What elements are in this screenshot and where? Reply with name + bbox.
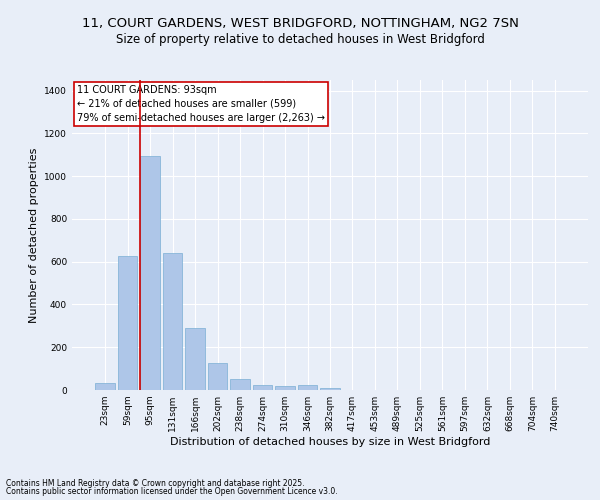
Text: 11 COURT GARDENS: 93sqm
← 21% of detached houses are smaller (599)
79% of semi-d: 11 COURT GARDENS: 93sqm ← 21% of detache… (77, 84, 325, 122)
Bar (118, 256, 137, 390)
Y-axis label: Number of detached properties: Number of detached properties (29, 148, 38, 322)
Text: 11, COURT GARDENS, WEST BRIDGFORD, NOTTINGHAM, NG2 7SN: 11, COURT GARDENS, WEST BRIDGFORD, NOTTI… (82, 18, 518, 30)
Bar (320, 388, 340, 390)
Text: Size of property relative to detached houses in West Bridgford: Size of property relative to detached ho… (116, 32, 484, 46)
Bar (163, 253, 182, 390)
Bar (185, 328, 205, 390)
Bar (140, 156, 160, 390)
Bar (230, 380, 250, 390)
Text: Contains public sector information licensed under the Open Government Licence v3: Contains public sector information licen… (6, 487, 338, 496)
Bar (275, 386, 295, 390)
Text: Contains HM Land Registry data © Crown copyright and database right 2025.: Contains HM Land Registry data © Crown c… (6, 478, 305, 488)
X-axis label: Distribution of detached houses by size in West Bridgford: Distribution of detached houses by size … (170, 437, 490, 447)
Bar (253, 384, 272, 390)
Bar (95, 382, 115, 390)
Bar (298, 384, 317, 390)
Bar (208, 364, 227, 390)
